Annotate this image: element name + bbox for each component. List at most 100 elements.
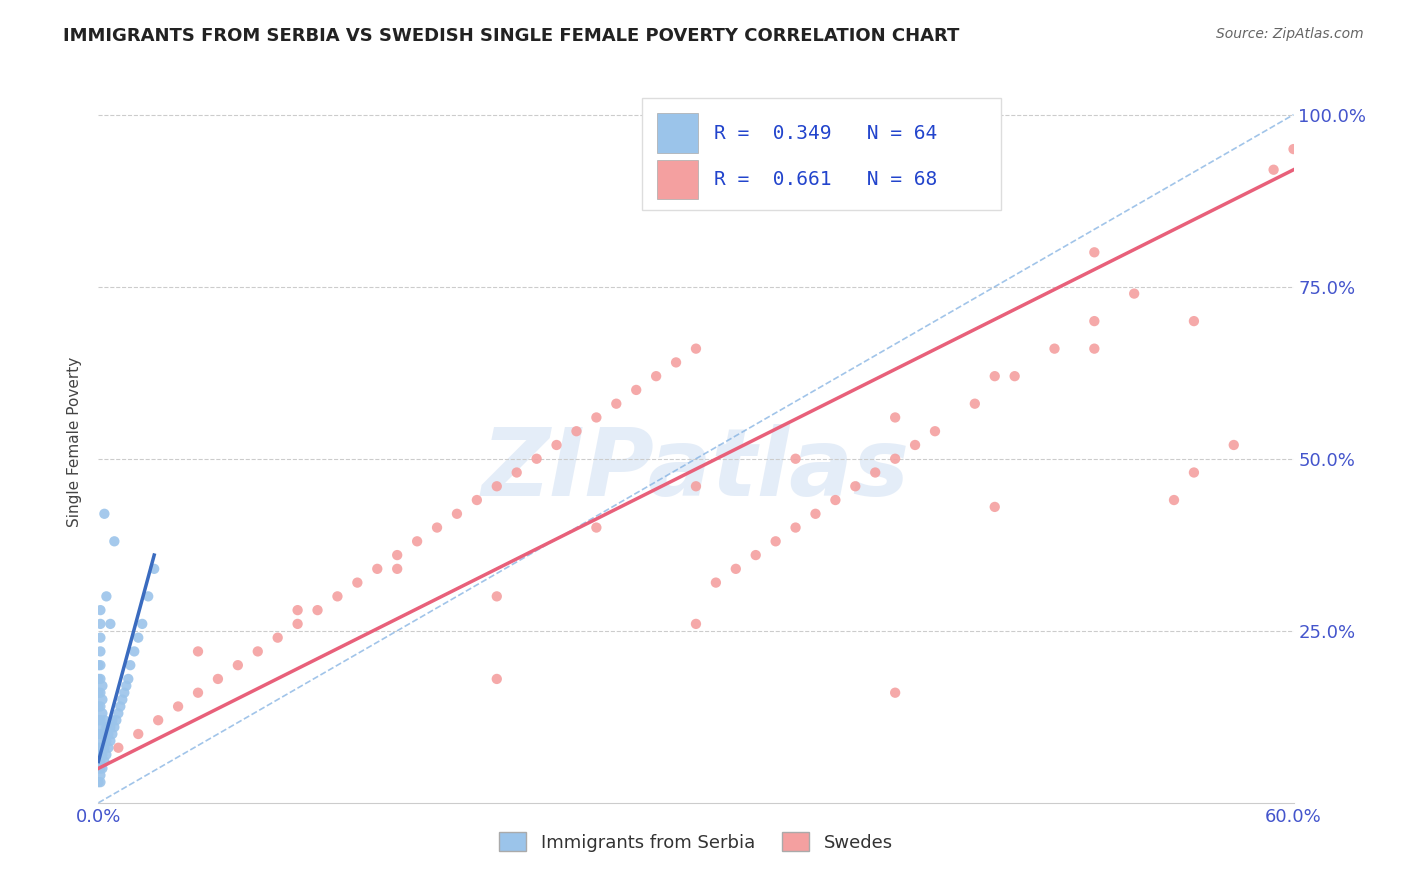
Point — [91, 720, 114, 734]
Point — [91, 679, 114, 693]
Point — [148, 713, 170, 727]
Point — [107, 740, 129, 755]
Point — [93, 713, 115, 727]
Point — [103, 534, 125, 549]
Point — [385, 548, 409, 562]
Point — [526, 451, 548, 466]
Point — [91, 761, 114, 775]
Point — [89, 672, 111, 686]
Point — [97, 727, 120, 741]
Point — [465, 493, 488, 508]
Point — [93, 755, 115, 769]
Point — [685, 342, 707, 356]
Point — [96, 590, 118, 604]
Point — [565, 424, 588, 438]
Point — [167, 699, 190, 714]
Point — [685, 616, 707, 631]
Point — [143, 562, 166, 576]
Point — [287, 603, 309, 617]
Point — [844, 479, 866, 493]
Point — [96, 720, 118, 734]
Point — [89, 631, 111, 645]
Point — [187, 644, 209, 658]
Point — [824, 493, 846, 508]
Point — [226, 658, 249, 673]
Point — [89, 740, 111, 755]
Point — [963, 397, 986, 411]
Point — [115, 679, 138, 693]
Point — [110, 699, 132, 714]
Point — [96, 734, 118, 748]
Point — [585, 410, 607, 425]
Point — [1004, 369, 1026, 384]
Point — [1123, 286, 1146, 301]
Point — [1083, 245, 1105, 260]
Point — [1263, 162, 1285, 177]
Point — [87, 747, 110, 762]
Point — [346, 575, 368, 590]
Point — [91, 692, 114, 706]
Point — [865, 466, 887, 480]
Point — [103, 720, 125, 734]
Point — [1163, 493, 1185, 508]
Point — [87, 699, 110, 714]
Point — [1182, 314, 1205, 328]
Point — [93, 507, 115, 521]
Point — [884, 451, 907, 466]
Y-axis label: Single Female Poverty: Single Female Poverty — [67, 357, 83, 526]
Point — [89, 727, 111, 741]
Point — [626, 383, 648, 397]
Point — [89, 755, 111, 769]
Point — [89, 658, 111, 673]
Point — [704, 575, 727, 590]
Point — [366, 562, 388, 576]
Point — [87, 761, 110, 775]
Point — [93, 727, 115, 741]
Point — [87, 727, 110, 741]
Point — [287, 616, 309, 631]
Point — [120, 658, 142, 673]
Point — [307, 603, 329, 617]
Point — [924, 424, 946, 438]
Point — [785, 451, 807, 466]
Point — [665, 355, 688, 369]
FancyBboxPatch shape — [643, 98, 1001, 211]
Point — [1043, 342, 1066, 356]
FancyBboxPatch shape — [657, 112, 699, 153]
Text: Source: ZipAtlas.com: Source: ZipAtlas.com — [1216, 27, 1364, 41]
Point — [87, 658, 110, 673]
Point — [984, 500, 1007, 514]
Point — [406, 534, 429, 549]
Point — [385, 562, 409, 576]
Point — [207, 672, 229, 686]
Point — [124, 644, 146, 658]
Point — [645, 369, 668, 384]
Point — [89, 644, 111, 658]
Point — [485, 479, 508, 493]
Point — [97, 740, 120, 755]
Point — [87, 713, 110, 727]
Point — [127, 727, 149, 741]
Point — [485, 590, 508, 604]
Point — [1223, 438, 1246, 452]
Point — [446, 507, 468, 521]
Point — [127, 631, 149, 645]
Point — [96, 747, 118, 762]
Point — [87, 672, 110, 686]
Point — [91, 747, 114, 762]
Point — [98, 720, 122, 734]
Point — [724, 562, 747, 576]
Point — [1282, 142, 1305, 156]
Point — [89, 603, 111, 617]
Point — [93, 740, 115, 755]
Point — [1182, 466, 1205, 480]
Point — [87, 775, 110, 789]
Text: R =  0.349   N = 64: R = 0.349 N = 64 — [714, 123, 938, 143]
Point — [426, 520, 449, 534]
Text: ZIPatlas: ZIPatlas — [482, 425, 910, 516]
Point — [89, 775, 111, 789]
Point — [904, 438, 927, 452]
Text: IMMIGRANTS FROM SERBIA VS SWEDISH SINGLE FEMALE POVERTY CORRELATION CHART: IMMIGRANTS FROM SERBIA VS SWEDISH SINGLE… — [63, 27, 960, 45]
Point — [506, 466, 529, 480]
Point — [485, 672, 508, 686]
